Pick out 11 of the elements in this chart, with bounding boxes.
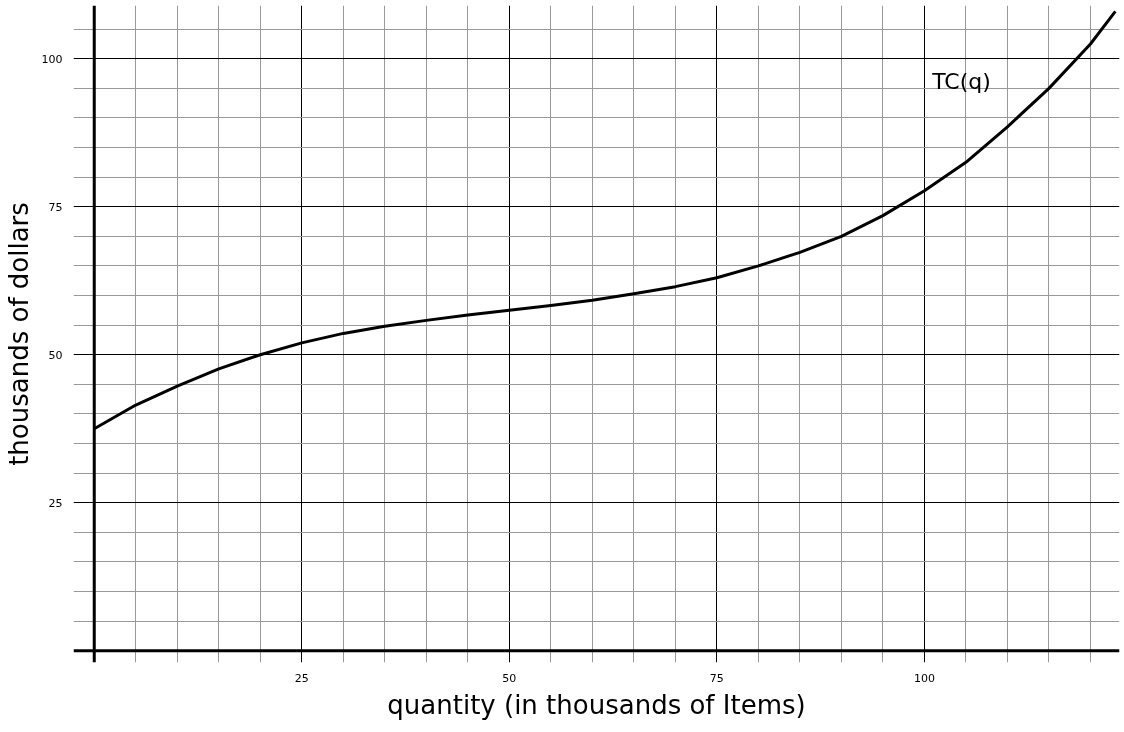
x-axis-title: quantity (in thousands of Items) [387, 689, 806, 720]
y-axis-title: thousands of dollars [3, 202, 34, 466]
series-label: TC(q) [931, 69, 991, 95]
x-tick-label: 25 [294, 671, 309, 685]
x-tick-label: 100 [913, 671, 935, 685]
y-tick-label: 50 [48, 348, 63, 362]
x-tick-label: 50 [502, 671, 517, 685]
y-tick-label: 100 [41, 52, 63, 66]
y-tick-label: 75 [48, 200, 63, 214]
x-tick-label: 75 [709, 671, 724, 685]
y-tick-label: 25 [48, 496, 63, 510]
